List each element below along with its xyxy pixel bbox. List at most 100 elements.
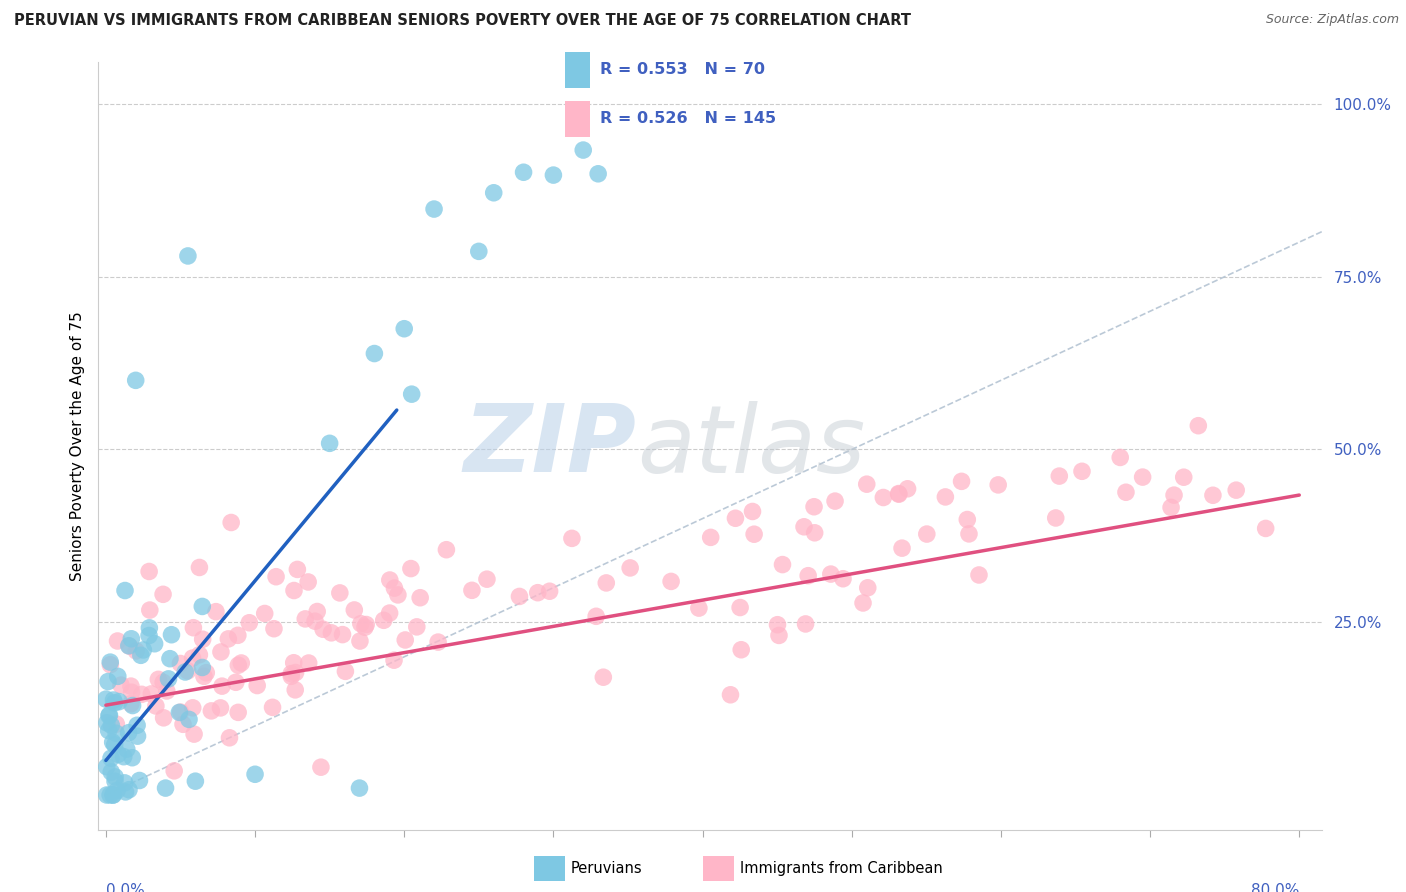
Point: [856, 581, 879, 595]
Point: [824, 494, 846, 508]
Point: [143, 637, 166, 651]
Point: [1202, 488, 1225, 502]
Y-axis label: Seniors Poverty Over the Age of 75: Seniors Poverty Over the Age of 75: [69, 311, 84, 581]
Point: [378, 606, 401, 620]
Point: [332, 627, 354, 641]
Point: [108, 695, 131, 709]
Point: [209, 645, 232, 659]
Point: [174, 665, 197, 679]
Point: [349, 781, 371, 796]
Point: [101, 735, 124, 749]
Point: [103, 693, 125, 707]
Point: [688, 601, 710, 615]
Point: [891, 541, 914, 556]
Point: [284, 682, 307, 697]
Point: [1160, 500, 1182, 515]
Point: [191, 660, 214, 674]
Point: [872, 491, 894, 505]
Point: [742, 527, 765, 541]
Point: [131, 687, 153, 701]
Point: [280, 669, 302, 683]
Point: [97, 674, 120, 689]
Point: [1109, 450, 1132, 465]
Point: [855, 477, 877, 491]
Point: [98, 655, 121, 669]
Point: [1254, 521, 1277, 535]
Point: [595, 575, 617, 590]
Point: [1047, 469, 1070, 483]
Point: [1115, 485, 1137, 500]
Point: [967, 568, 990, 582]
Point: [100, 764, 122, 779]
Point: [1173, 470, 1195, 484]
Point: [120, 679, 142, 693]
Point: [104, 774, 127, 789]
Point: [526, 585, 548, 599]
Point: [741, 504, 763, 518]
Text: 0.0%: 0.0%: [105, 883, 145, 892]
Point: [112, 749, 135, 764]
Point: [218, 731, 240, 745]
Point: [820, 567, 842, 582]
Point: [181, 651, 204, 665]
Point: [297, 574, 319, 589]
Point: [191, 599, 214, 614]
Point: [264, 570, 287, 584]
Point: [956, 512, 979, 526]
Point: [461, 583, 484, 598]
Point: [226, 628, 249, 642]
Point: [543, 168, 565, 182]
Point: [152, 711, 174, 725]
Point: [105, 717, 128, 731]
Point: [177, 249, 200, 263]
Point: [107, 747, 129, 762]
Point: [177, 712, 200, 726]
Point: [934, 490, 956, 504]
Point: [228, 658, 250, 673]
Point: [512, 165, 534, 179]
Point: [392, 322, 416, 336]
Point: [401, 387, 423, 401]
Point: [219, 516, 242, 530]
Point: [728, 600, 751, 615]
Point: [160, 628, 183, 642]
Point: [409, 591, 432, 605]
Point: [129, 648, 152, 663]
Point: [321, 625, 343, 640]
Point: [121, 698, 143, 713]
Point: [382, 653, 405, 667]
Point: [794, 616, 817, 631]
Point: [96, 760, 118, 774]
Point: [152, 675, 174, 690]
Point: [350, 616, 373, 631]
Point: [125, 373, 148, 387]
Point: [354, 620, 377, 634]
Point: [156, 684, 179, 698]
Point: [169, 705, 191, 719]
Point: [262, 700, 284, 714]
Point: [132, 643, 155, 657]
Point: [343, 603, 366, 617]
Point: [887, 486, 910, 500]
Point: [468, 244, 491, 259]
Point: [183, 621, 205, 635]
Point: [335, 665, 357, 679]
Point: [318, 436, 340, 450]
Point: [96, 788, 118, 802]
Point: [586, 167, 609, 181]
Point: [138, 628, 160, 642]
Point: [1163, 488, 1185, 502]
Point: [98, 788, 121, 802]
Point: [766, 617, 789, 632]
Point: [205, 605, 228, 619]
Point: [659, 574, 682, 589]
Point: [349, 634, 371, 648]
Point: [1132, 470, 1154, 484]
Point: [107, 634, 129, 648]
Point: [121, 750, 143, 764]
Point: [193, 669, 215, 683]
Point: [434, 542, 457, 557]
Point: [384, 581, 406, 595]
Point: [110, 678, 132, 692]
Point: [98, 657, 121, 672]
